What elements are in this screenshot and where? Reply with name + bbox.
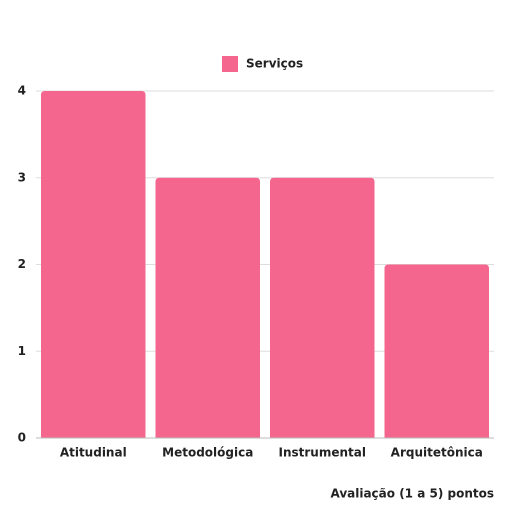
y-tick-label: 4 (18, 84, 26, 98)
x-tick-label: Atitudinal (60, 446, 127, 460)
y-tick-label: 3 (18, 170, 26, 184)
legend-swatch (222, 56, 238, 72)
x-tick-label: Arquitetônica (391, 446, 483, 460)
x-axis-title: Avaliação (1 a 5) pontos (330, 487, 494, 501)
y-tick-label: 0 (18, 431, 26, 445)
bar (41, 91, 146, 438)
y-tick-label: 1 (18, 344, 26, 358)
legend-label: Serviços (246, 57, 303, 71)
x-tick-label: Metodológica (162, 446, 253, 460)
bar (384, 264, 489, 438)
bar (270, 177, 375, 438)
bar (155, 177, 260, 438)
x-tick-label: Instrumental (279, 446, 366, 460)
y-tick-label: 2 (18, 257, 26, 271)
